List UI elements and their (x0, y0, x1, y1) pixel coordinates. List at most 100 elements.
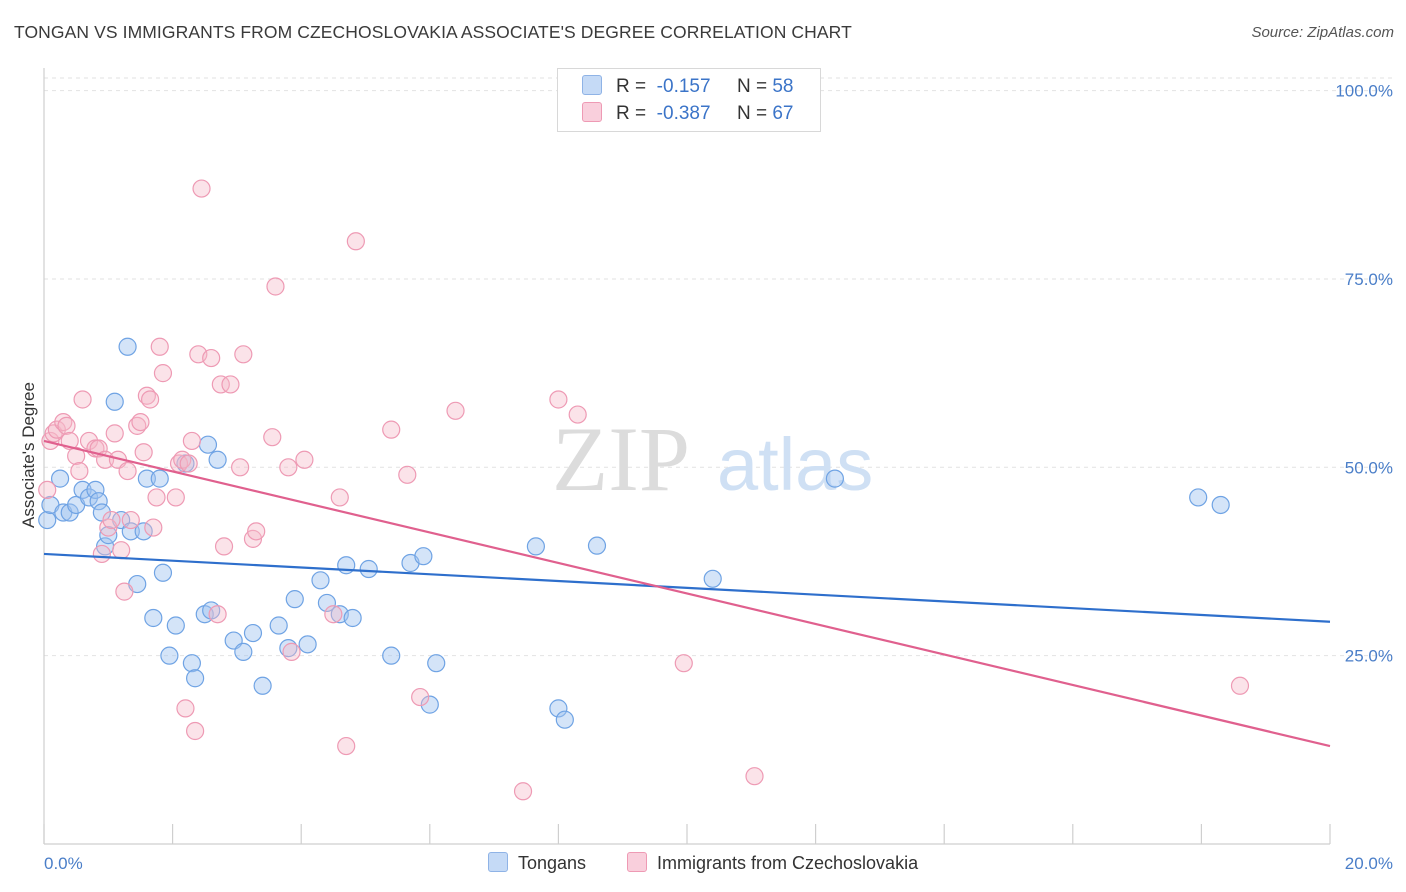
point-tongans (317, 593, 337, 613)
legend-swatch-tongans (582, 75, 602, 95)
point-czechoslovakia (38, 480, 57, 500)
point-czechoslovakia (211, 375, 230, 394)
point-tongans (86, 480, 105, 500)
y-tick-label: 50.0% (1345, 458, 1393, 477)
point-tongans (549, 699, 568, 718)
legend-r-label: R = (616, 103, 647, 124)
trend-lines (43, 439, 1331, 748)
source-credit: Source: ZipAtlas.com (1251, 24, 1394, 41)
point-tongans (1189, 488, 1208, 507)
point-czechoslovakia (115, 582, 134, 601)
point-tongans (253, 676, 272, 695)
point-czechoslovakia (263, 428, 282, 447)
y-axis-label: Associate's Degree (19, 382, 38, 528)
point-tongans (382, 646, 401, 665)
point-czechoslovakia (144, 518, 163, 537)
axes (43, 68, 1331, 845)
point-czechoslovakia (186, 721, 205, 741)
point-czechoslovakia (346, 232, 365, 251)
point-tongans (285, 590, 304, 609)
point-czechoslovakia (745, 767, 764, 786)
series-name-czechoslovakia: Immigrants from Czechoslovakia (657, 853, 919, 873)
point-tongans (186, 669, 205, 688)
point-czechoslovakia (1230, 676, 1250, 695)
legend-n-label: N = (736, 103, 768, 124)
data-points (38, 179, 1250, 801)
x-tick-label-min: 0.0% (44, 854, 83, 873)
y-tick-label: 25.0% (1345, 647, 1393, 666)
point-czechoslovakia (214, 537, 234, 556)
point-tongans (243, 623, 263, 643)
point-czechoslovakia (179, 454, 198, 473)
point-tongans (234, 642, 253, 661)
point-czechoslovakia (324, 605, 343, 624)
point-czechoslovakia (208, 605, 227, 624)
point-czechoslovakia (231, 458, 250, 477)
point-czechoslovakia (147, 488, 166, 507)
watermark-zip: ZIP (552, 408, 690, 510)
point-tongans (50, 469, 70, 488)
point-tongans (60, 503, 79, 522)
point-tongans (1211, 495, 1230, 515)
watermark: ZIP atlas (552, 408, 873, 510)
point-tongans (343, 608, 362, 628)
point-tongans (359, 559, 378, 579)
point-tongans (825, 469, 844, 488)
point-czechoslovakia (47, 420, 66, 439)
point-czechoslovakia (176, 699, 195, 718)
point-tongans (99, 526, 118, 545)
point-czechoslovakia (140, 390, 160, 409)
point-tongans (420, 695, 439, 714)
point-czechoslovakia (568, 405, 587, 424)
point-czechoslovakia (330, 488, 349, 507)
point-tongans (526, 537, 545, 556)
point-czechoslovakia (121, 510, 140, 530)
point-tongans (144, 608, 163, 628)
legend-n-value: 67 (772, 103, 794, 124)
grid-lines (44, 77, 1392, 657)
legend-row-tongans: R = -0.157 N = 58 (582, 75, 793, 99)
series-legend-tongans: Tongans (488, 852, 586, 874)
point-tongans (79, 488, 99, 507)
point-czechoslovakia (150, 337, 169, 356)
point-tongans (311, 571, 330, 590)
point-czechoslovakia (513, 782, 533, 801)
point-czechoslovakia (112, 541, 131, 560)
series-name-tongans: Tongans (518, 853, 587, 873)
y-tick-label: 100.0% (1335, 82, 1393, 101)
x-tick-label-max: 20.0% (1345, 854, 1393, 873)
series-legend-czechoslovakia: Immigrants from Czechoslovakia (627, 852, 918, 874)
chart-title: TONGAN VS IMMIGRANTS FROM CZECHOSLOVAKIA… (14, 22, 852, 42)
legend-row-czechoslovakia: R = -0.387 N = 67 (582, 102, 793, 126)
point-czechoslovakia (79, 431, 99, 451)
y-tick-label: 75.0% (1345, 270, 1393, 289)
point-tongans (269, 616, 288, 635)
point-czechoslovakia (674, 654, 693, 673)
point-czechoslovakia (182, 431, 201, 451)
series-swatch-czechoslovakia (627, 852, 647, 872)
point-czechoslovakia (153, 364, 173, 383)
tick-labels: 25.0% 50.0% 75.0% 100.0% 0.0% 20.0% (44, 82, 1393, 873)
point-tongans (703, 569, 722, 588)
point-tongans (208, 450, 227, 469)
point-czechoslovakia (70, 461, 89, 481)
point-czechoslovakia (92, 544, 111, 564)
point-tongans (105, 392, 124, 411)
point-tongans (160, 646, 179, 665)
point-czechoslovakia (337, 736, 356, 756)
point-czechoslovakia (411, 687, 430, 707)
point-czechoslovakia (202, 348, 221, 368)
point-czechoslovakia (266, 277, 285, 296)
point-czechoslovakia (221, 375, 240, 394)
point-tongans (73, 480, 92, 500)
point-czechoslovakia (398, 465, 417, 484)
trend-line-czechoslovakia (43, 439, 1331, 748)
point-tongans (153, 563, 173, 582)
point-tongans (587, 536, 607, 555)
point-tongans (137, 469, 156, 488)
point-czechoslovakia (192, 179, 211, 198)
point-tongans (38, 510, 57, 530)
correlation-legend: R = -0.157 N = 58 R = -0.387 N = 67 (557, 68, 821, 132)
point-tongans (198, 435, 218, 454)
legend-swatch-czechoslovakia (582, 102, 602, 122)
